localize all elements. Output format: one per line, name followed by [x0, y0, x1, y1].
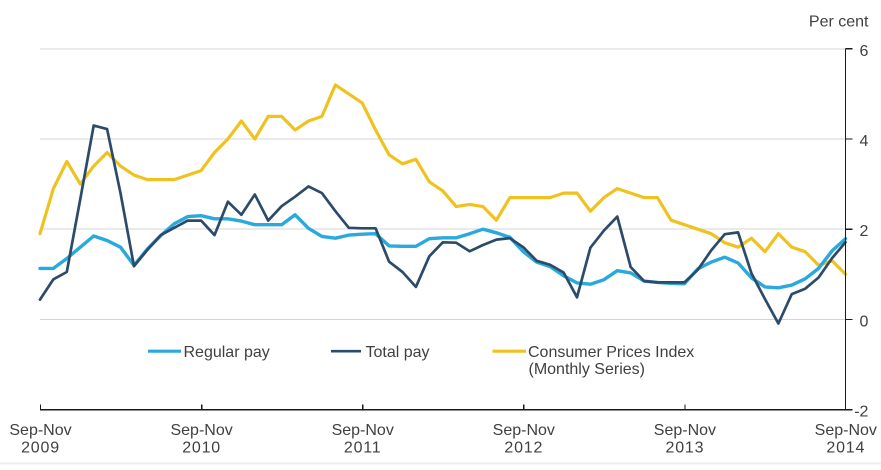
svg-text:2011: 2011: [344, 439, 382, 456]
svg-text:Consumer Prices Index: Consumer Prices Index: [528, 344, 694, 361]
svg-text:6: 6: [860, 43, 869, 60]
svg-text:Sep-Nov: Sep-Nov: [332, 422, 394, 439]
svg-text:Sep-Nov: Sep-Nov: [170, 422, 232, 439]
svg-text:Per cent: Per cent: [809, 14, 869, 31]
svg-text:2012: 2012: [504, 439, 543, 456]
svg-text:2013: 2013: [666, 439, 705, 456]
svg-text:2014: 2014: [826, 439, 865, 456]
svg-text:(Monthly Series): (Monthly Series): [529, 361, 645, 378]
svg-text:2009: 2009: [21, 439, 60, 456]
svg-text:Sep-Nov: Sep-Nov: [9, 422, 71, 439]
svg-text:Total pay: Total pay: [366, 344, 430, 361]
svg-text:4: 4: [860, 133, 869, 150]
svg-text:0: 0: [860, 313, 869, 330]
svg-text:Sep-Nov: Sep-Nov: [493, 422, 555, 439]
svg-text:2: 2: [860, 223, 869, 240]
svg-text:-2: -2: [854, 404, 868, 421]
svg-text:Sep-Nov: Sep-Nov: [815, 422, 877, 439]
svg-text:2010: 2010: [182, 439, 221, 456]
svg-text:Regular pay: Regular pay: [184, 344, 270, 361]
svg-text:Sep-Nov: Sep-Nov: [654, 422, 716, 439]
